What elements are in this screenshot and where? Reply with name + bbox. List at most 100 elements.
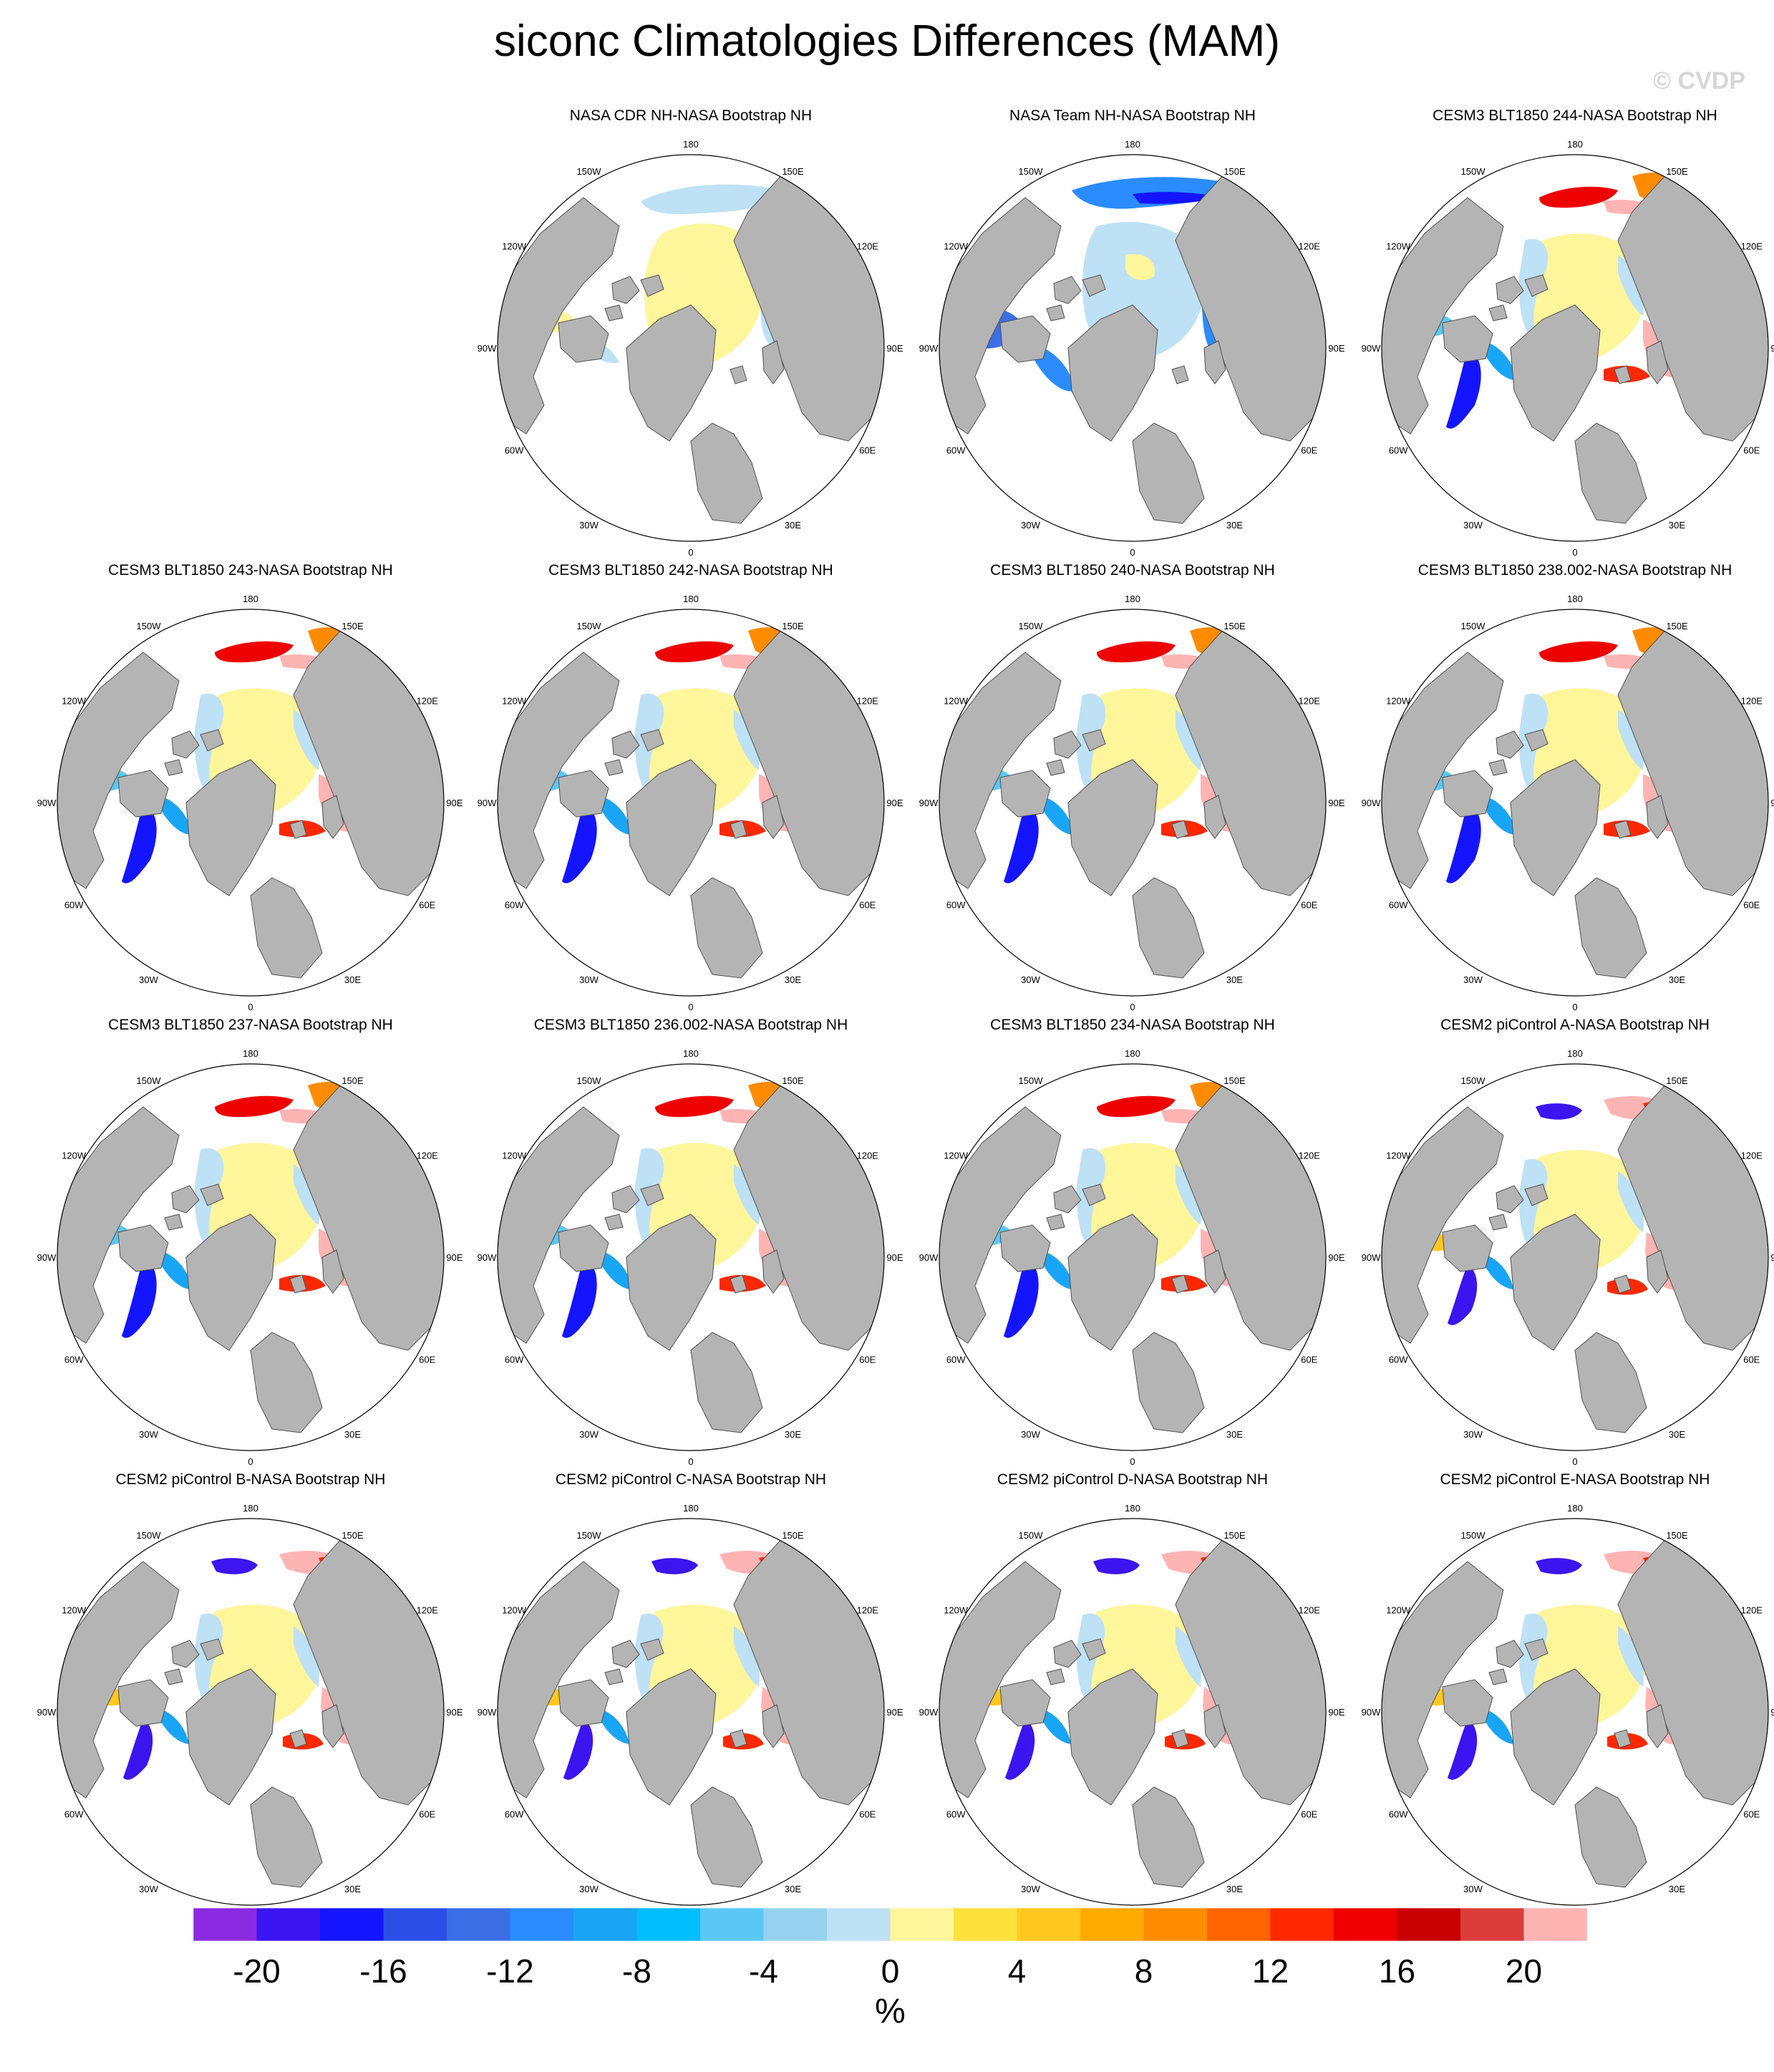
longitude-label: 30W	[1021, 1429, 1040, 1440]
map-panel: CESM3 BLT1850 236.002-NASA Bootstrap NH 1…	[469, 1017, 913, 1475]
map-panel: CESM3 BLT1850 238.002-NASA Bootstrap NH 1…	[1353, 562, 1774, 1020]
ice-difference-area	[122, 1257, 157, 1338]
land-hudson	[999, 1224, 1051, 1272]
longitude-label: 90E	[886, 798, 903, 808]
land-caa2	[1524, 274, 1548, 297]
land-caa3	[604, 1668, 624, 1685]
land-scandinavia	[1132, 1332, 1205, 1433]
land-hudson	[999, 770, 1051, 818]
land-svalbard	[1614, 820, 1632, 839]
land-greenland	[1067, 304, 1158, 442]
ice-difference-area	[1618, 1171, 1644, 1232]
land-caa1	[1053, 1185, 1082, 1214]
longitude-label: 120E	[417, 696, 439, 707]
land-novaya	[762, 1704, 785, 1748]
land-hudson	[1442, 1679, 1493, 1727]
panel-title: NASA CDR NH-NASA Bootstrap NH	[569, 107, 813, 124]
colorbar-swatch	[954, 1908, 1017, 1941]
land-greenland	[626, 1668, 717, 1806]
longitude-label: 60E	[859, 1355, 876, 1365]
longitude-label: 0	[1572, 1002, 1577, 1012]
ice-difference-area	[211, 1558, 258, 1574]
longitude-label: 60E	[859, 900, 876, 911]
colorbar-swatch	[383, 1908, 447, 1941]
land-caa2	[1082, 729, 1106, 752]
ice-difference-area	[598, 1250, 632, 1289]
longitude-label: 150W	[1019, 621, 1044, 631]
longitude-label: 120W	[62, 696, 87, 707]
colorbar-swatch	[636, 1908, 700, 1941]
land-svalbard	[730, 1729, 747, 1748]
ice-difference-area	[1448, 1719, 1478, 1780]
map-panel: CESM2 piControl E-NASA Bootstrap NH 180 15…	[1353, 1471, 1774, 1930]
land-caa1	[171, 1185, 200, 1214]
map-panel: CESM2 piControl B-NASA Bootstrap NH 180 15…	[29, 1471, 472, 1930]
land-greenland	[1510, 1668, 1601, 1806]
land-caa1	[1496, 1640, 1524, 1668]
ice-difference-area	[1446, 803, 1481, 883]
land-novaya	[1646, 340, 1669, 384]
longitude-label: 150E	[1666, 166, 1688, 177]
land-novaya	[1203, 1704, 1226, 1748]
land-scandinavia	[1132, 877, 1205, 979]
colorbar-swatch	[1143, 1908, 1207, 1941]
longitude-label: 30W	[139, 1429, 158, 1440]
longitude-label: 90W	[37, 798, 57, 808]
land-novaya	[1203, 1249, 1226, 1294]
longitude-label: 180	[1567, 1503, 1583, 1514]
ice-difference-area	[655, 1095, 734, 1118]
longitude-label: 90E	[1328, 1707, 1344, 1718]
longitude-label: 60E	[859, 1809, 876, 1820]
ice-difference-area	[734, 710, 760, 770]
map-panel: NASA CDR NH-NASA Bootstrap NH 180 150E 120E…	[469, 107, 913, 566]
land-caa2	[1082, 1638, 1106, 1661]
land-novaya	[321, 795, 344, 839]
longitude-label: 30E	[785, 520, 801, 531]
land-greenland	[1510, 1214, 1601, 1351]
land-scandinavia	[1132, 1786, 1205, 1888]
land-scandinavia	[690, 1332, 763, 1433]
land-caa1	[1053, 1640, 1082, 1668]
longitude-label: 60W	[946, 1355, 966, 1365]
ice-difference-area	[294, 1626, 319, 1687]
longitude-label: 150W	[1019, 1075, 1044, 1086]
ice-difference-area	[1536, 1103, 1582, 1120]
ice-difference-area	[651, 1558, 698, 1574]
panel-title: CESM2 piControl A-NASA Bootstrap NH	[1440, 1017, 1710, 1033]
colorbar-swatch	[573, 1908, 637, 1941]
longitude-label: 90W	[1362, 798, 1381, 808]
polar-map: 180 150E 120E 90E 60E 30E 0 30W 60W 90W 120W 150W	[478, 1048, 903, 1467]
ice-difference-area	[1005, 1719, 1035, 1780]
ice-difference-area	[1176, 710, 1201, 770]
longitude-label: 150E	[1223, 1530, 1246, 1541]
ice-difference-area	[215, 1095, 294, 1118]
longitude-label: 150E	[341, 621, 364, 631]
colorbar-swatch	[1207, 1908, 1271, 1941]
longitude-label: 180	[243, 594, 258, 604]
longitude-label: 120E	[417, 1605, 439, 1616]
longitude-label: 120W	[62, 1605, 87, 1616]
land-svalbard	[1171, 365, 1189, 384]
map-boundary	[497, 1518, 885, 1906]
longitude-label: 120W	[944, 241, 969, 252]
ice-difference-area	[1618, 1626, 1644, 1687]
ice-difference-area	[1097, 1095, 1176, 1118]
land-caa3	[1046, 759, 1065, 776]
longitude-label: 0	[1572, 547, 1577, 558]
longitude-label: 60W	[946, 1809, 966, 1820]
longitude-label: 120E	[417, 1151, 439, 1161]
ice-difference-area	[641, 184, 784, 215]
land-greenland	[626, 304, 717, 442]
panel-title: CESM3 BLT1850 243-NASA Bootstrap NH	[108, 562, 393, 578]
longitude-label: 150W	[577, 166, 602, 177]
longitude-label: 60W	[505, 900, 524, 911]
longitude-label: 120E	[857, 241, 879, 252]
map-panel: CESM3 BLT1850 242-NASA Bootstrap NH 180 15…	[469, 562, 913, 1020]
longitude-label: 90E	[1770, 1707, 1774, 1718]
longitude-label: 120E	[1741, 1151, 1763, 1161]
colorbar-tick-label: 4	[1008, 1952, 1027, 1990]
land-caa2	[200, 1183, 224, 1206]
land-svalbard	[730, 1274, 747, 1294]
land-caa3	[1046, 1668, 1065, 1685]
longitude-label: 60E	[1301, 1355, 1317, 1365]
